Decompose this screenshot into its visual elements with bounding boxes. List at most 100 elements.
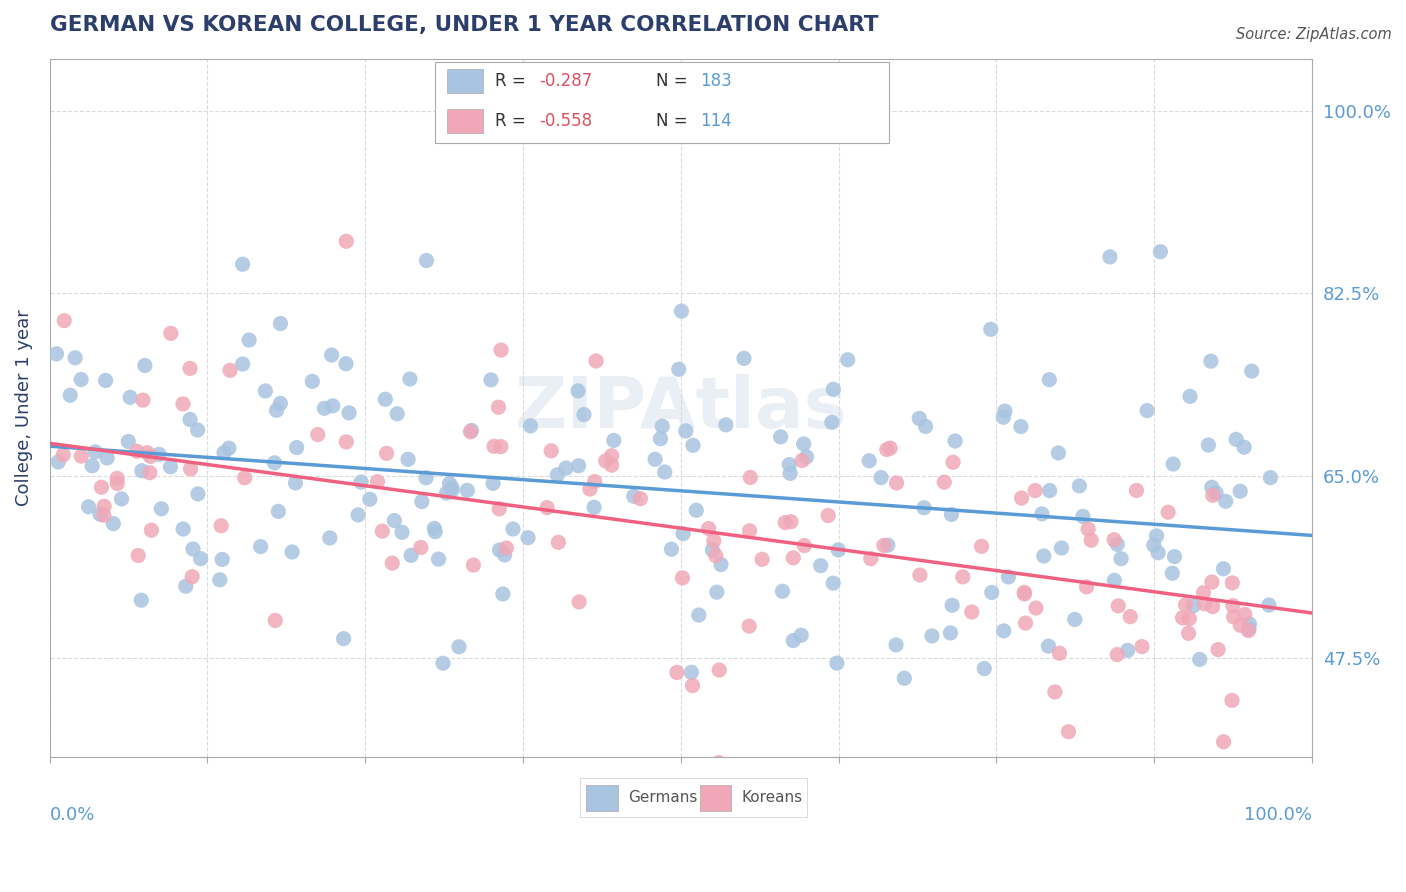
Point	[70, 373, 93, 387]
Point	[415, 471, 437, 485]
Point	[997, 570, 1019, 584]
Point	[707, 756, 730, 770]
Point	[1225, 433, 1247, 447]
Point	[136, 446, 159, 460]
Point	[208, 573, 231, 587]
Point	[837, 352, 859, 367]
Text: Source: ZipAtlas.com: Source: ZipAtlas.com	[1236, 27, 1392, 42]
Point	[941, 599, 963, 613]
Point	[1125, 483, 1147, 498]
Point	[672, 526, 695, 541]
Point	[1014, 585, 1036, 599]
Point	[1157, 505, 1180, 519]
Point	[1130, 640, 1153, 654]
Point	[547, 535, 569, 549]
Point	[399, 372, 422, 386]
Point	[359, 492, 381, 507]
Point	[817, 508, 839, 523]
Point	[181, 541, 204, 556]
Point	[495, 541, 517, 555]
Point	[232, 357, 254, 371]
Point	[879, 441, 901, 455]
Point	[460, 424, 482, 438]
Point	[1109, 551, 1132, 566]
Point	[314, 401, 336, 416]
Point	[1182, 599, 1205, 613]
Point	[1171, 611, 1194, 625]
Point	[567, 458, 589, 473]
Point	[769, 430, 792, 444]
Point	[1178, 389, 1201, 403]
Point	[141, 523, 163, 537]
Point	[174, 579, 197, 593]
Point	[307, 427, 329, 442]
Point	[740, 470, 762, 484]
Point	[159, 459, 181, 474]
Point	[876, 538, 898, 552]
Point	[1043, 685, 1066, 699]
Point	[254, 384, 277, 398]
Y-axis label: College, Under 1 year: College, Under 1 year	[15, 310, 32, 507]
Point	[600, 449, 623, 463]
Point	[489, 440, 512, 454]
Point	[1202, 488, 1225, 502]
Point	[1107, 648, 1129, 662]
Point	[980, 585, 1002, 599]
Point	[423, 521, 446, 535]
Point	[876, 442, 898, 457]
Point	[1215, 494, 1237, 508]
FancyBboxPatch shape	[447, 69, 482, 93]
Point	[1194, 597, 1216, 611]
Point	[1239, 616, 1261, 631]
Point	[858, 454, 880, 468]
Point	[117, 434, 139, 449]
Point	[82, 458, 104, 473]
Point	[1147, 546, 1170, 560]
Point	[187, 487, 209, 501]
Point	[603, 434, 626, 448]
Point	[706, 585, 728, 599]
Point	[682, 438, 704, 452]
Point	[1107, 537, 1129, 551]
Point	[96, 450, 118, 465]
Point	[778, 458, 800, 472]
Point	[1077, 522, 1099, 536]
Point	[555, 461, 578, 475]
Point	[823, 382, 845, 396]
Point	[1220, 576, 1243, 591]
Point	[1237, 624, 1260, 638]
Point	[93, 500, 115, 514]
Point	[793, 539, 815, 553]
Point	[285, 441, 308, 455]
Point	[994, 404, 1017, 418]
Text: R =: R =	[495, 112, 531, 130]
Point	[870, 470, 893, 484]
Point	[912, 500, 935, 515]
Point	[172, 522, 194, 536]
Point	[1163, 549, 1185, 564]
Point	[1222, 610, 1244, 624]
Point	[436, 486, 458, 500]
FancyBboxPatch shape	[586, 785, 617, 811]
Point	[463, 558, 485, 572]
Point	[479, 373, 502, 387]
Point	[941, 508, 963, 522]
Point	[688, 607, 710, 622]
Point	[301, 375, 323, 389]
Point	[1177, 626, 1199, 640]
Point	[782, 633, 804, 648]
Point	[751, 552, 773, 566]
Point	[1080, 533, 1102, 548]
Point	[93, 508, 115, 523]
Point	[1104, 574, 1126, 588]
Point	[738, 619, 761, 633]
Point	[350, 475, 373, 489]
Point	[859, 551, 882, 566]
Point	[103, 516, 125, 531]
Point	[179, 361, 201, 376]
Point	[45, 347, 67, 361]
Point	[125, 444, 148, 458]
Text: N =: N =	[655, 71, 692, 90]
Text: 183: 183	[700, 71, 731, 90]
Text: -0.558: -0.558	[540, 112, 592, 130]
